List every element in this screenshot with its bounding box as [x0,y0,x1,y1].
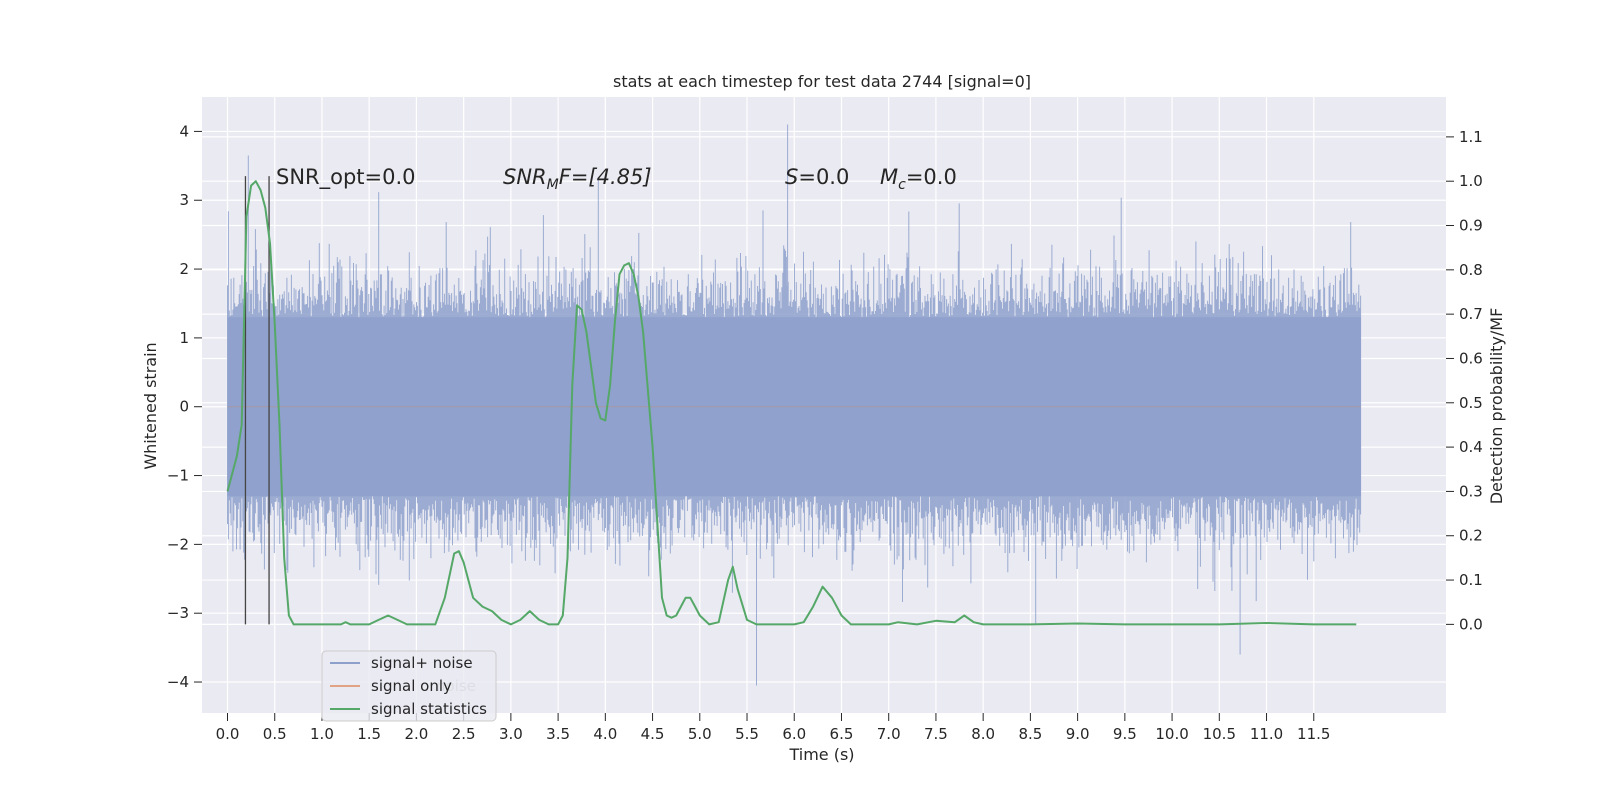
snr-mf-main: SNR [503,165,547,189]
legend-label-signal-statistics: signal statistics [371,700,487,718]
y-right-tick-label: 0.1 [1459,571,1483,589]
y-tick-label: 1 [179,329,189,347]
y-right-tick-label: 0.7 [1459,305,1483,323]
mc-rest: =0.0 [906,165,957,189]
s-rest: =0.0 [798,165,849,189]
x-tick-label: 4.5 [641,725,665,743]
x-tick-label: 11.5 [1297,725,1330,743]
x-tick-label: 6.0 [782,725,806,743]
y-axis-label: Whitened strain [141,342,160,469]
y-right-tick-label: 0.0 [1459,615,1483,633]
y-right-tick-label: 0.4 [1459,438,1483,456]
legend-box [321,650,497,722]
strain-series [227,124,1362,686]
s-annotation: S=0.0 [785,165,849,189]
x-tick-label: 3.5 [546,725,570,743]
y-right-tick-label: 0.8 [1459,261,1483,279]
legend-label-signal-noise: signal+ noise [371,654,473,672]
x-tick-label: 9.0 [1066,725,1090,743]
x-tick-label: 1.5 [357,725,381,743]
y-right-tick-label: 1.0 [1459,172,1483,190]
series-line-signal-statistics [226,180,1357,626]
mc-annotation: Mc=0.0 [880,165,957,193]
x-tick-label: 5.0 [688,725,712,743]
x-tick-label: 10.5 [1203,725,1236,743]
x-tick-label: 6.5 [830,725,854,743]
y-tick-label: −4 [167,673,189,691]
x-tick-label: 3.0 [499,725,523,743]
chart-title: stats at each timestep for test data 274… [613,72,1031,91]
legend-label-signal-only: signal only [371,677,452,695]
s-main: S [785,165,798,189]
y-tick-label: 3 [179,191,189,209]
x-tick-label: 0.5 [263,725,287,743]
y-right-tick-label: 0.2 [1459,527,1483,545]
x-tick-label: 7.5 [924,725,948,743]
snr-opt-annotation: SNR_opt=0.0 [276,165,416,190]
y-right-tick-label: 1.1 [1459,128,1483,146]
y-right-tick-label: 0.6 [1459,349,1483,367]
x-tick-label: 9.5 [1113,725,1137,743]
x-tick-label: 8.0 [971,725,995,743]
y-right-tick-label: 0.3 [1459,482,1483,500]
x-tick-label: 11.0 [1250,725,1283,743]
x-tick-label: 0.0 [216,725,240,743]
legend: noise signal+ noise signal only signal s… [321,650,497,722]
x-tick-label: 2.5 [452,725,476,743]
x-axis-label: Time (s) [788,745,854,764]
right-y-axis-label: Detection probability/MF [1487,308,1506,505]
y-tick-label: 4 [179,122,189,140]
stats-series [226,180,1357,626]
y-right-tick-label: 0.9 [1459,217,1483,235]
mc-main: M [880,165,898,189]
right-y-ticks: 1.1 1.0 0.9 0.8 0.7 0.6 0.5 0.4 0.3 0.2 0.1 0.0 [1446,128,1483,633]
y-tick-label: −2 [167,535,189,553]
strain-spikes [227,124,1362,686]
x-tick-label: 8.5 [1018,725,1042,743]
y-tick-label: 0 [179,398,189,416]
x-tick-label: 2.0 [404,725,428,743]
snr-mf-rest: F=[4.85] [559,165,652,189]
x-tick-label: 5.5 [735,725,759,743]
x-tick-label: 4.0 [593,725,617,743]
x-tick-label: 7.0 [877,725,901,743]
x-ticks: 0.0 0.5 1.0 1.5 2.0 2.5 3.0 3.5 4.0 4.5 5.0 5.5 6.0 6… [216,713,1330,743]
snr-mf-subscript: M [547,177,559,193]
x-tick-label: 1.0 [310,725,334,743]
left-y-ticks: 4 3 2 1 0 −1 −2 −3 −4 [167,122,202,691]
y-tick-label: 2 [179,260,189,278]
x-tick-label: 10.0 [1155,725,1188,743]
snr-mf-annotation: SNRMF=[4.85] [503,165,652,193]
mc-subscript: c [898,177,906,193]
y-tick-label: −3 [167,604,189,622]
y-right-tick-label: 0.5 [1459,394,1483,412]
y-tick-label: −1 [167,467,189,485]
